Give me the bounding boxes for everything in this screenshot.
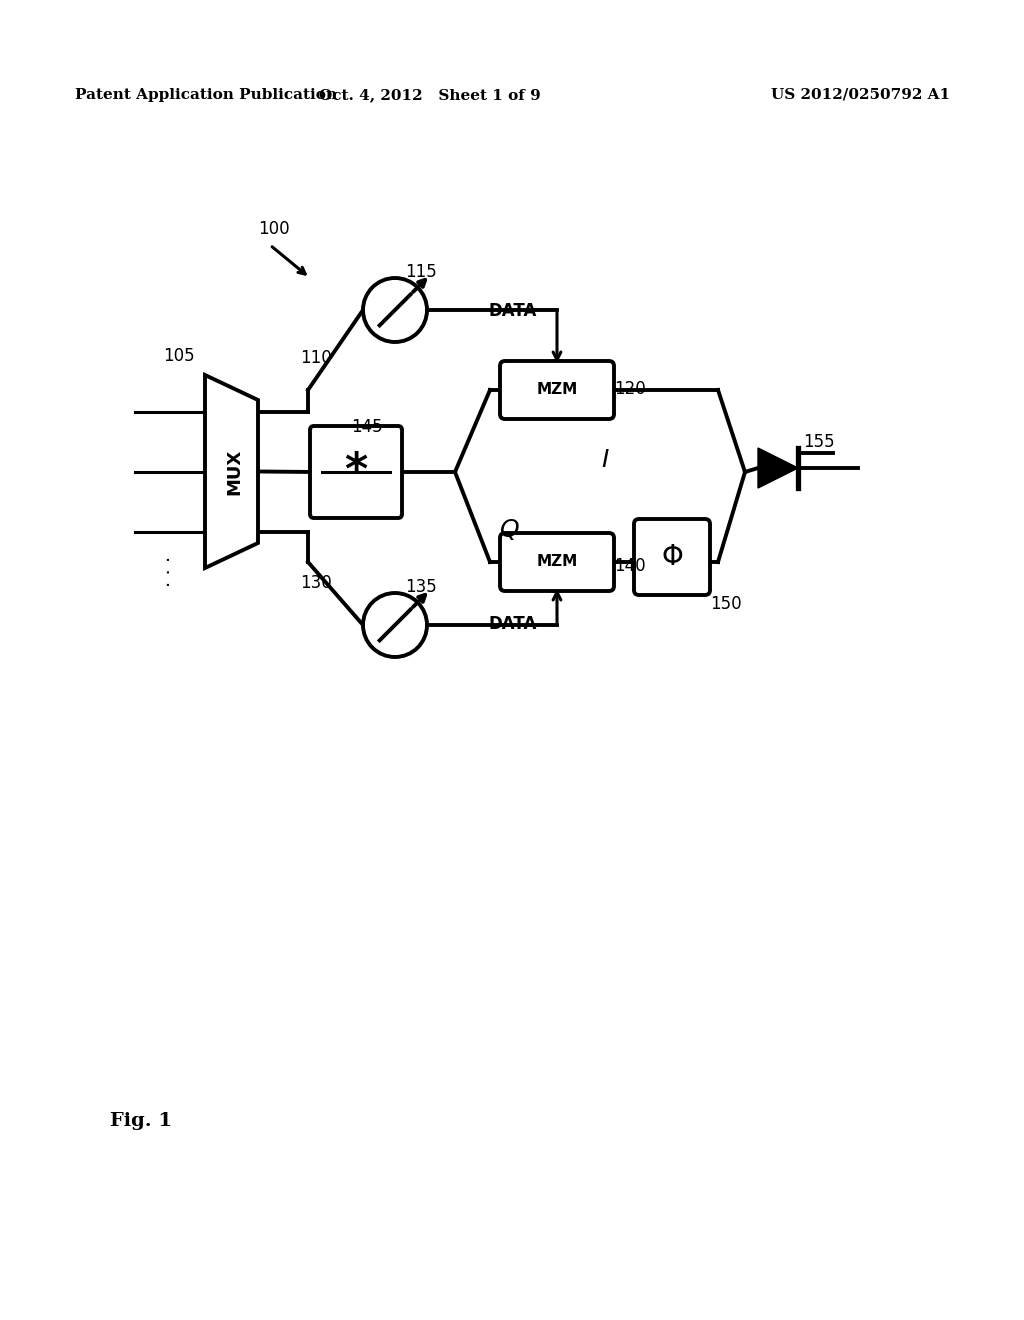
Text: Patent Application Publication: Patent Application Publication [75, 88, 337, 102]
Text: · · ·: · · · [161, 556, 179, 587]
Circle shape [362, 279, 427, 342]
Text: MUX: MUX [225, 449, 244, 495]
Text: Fig. 1: Fig. 1 [110, 1111, 172, 1130]
Text: 150: 150 [710, 595, 741, 612]
FancyBboxPatch shape [634, 519, 710, 595]
Text: 145: 145 [351, 418, 383, 436]
Text: 115: 115 [406, 263, 437, 281]
Text: 105: 105 [164, 347, 195, 366]
Text: 110: 110 [300, 348, 332, 367]
Text: US 2012/0250792 A1: US 2012/0250792 A1 [771, 88, 950, 102]
Text: 140: 140 [614, 557, 645, 576]
Text: *: * [344, 450, 368, 494]
Text: 155: 155 [803, 433, 835, 451]
Text: MZM: MZM [537, 554, 578, 569]
Text: 100: 100 [258, 220, 290, 238]
FancyBboxPatch shape [500, 360, 614, 418]
FancyBboxPatch shape [310, 426, 402, 517]
Text: Oct. 4, 2012   Sheet 1 of 9: Oct. 4, 2012 Sheet 1 of 9 [319, 88, 541, 102]
Text: DATA: DATA [488, 302, 537, 319]
Polygon shape [205, 375, 258, 568]
Text: I: I [601, 447, 608, 473]
Polygon shape [758, 447, 798, 488]
Text: DATA: DATA [488, 615, 537, 634]
Text: 130: 130 [300, 574, 332, 591]
Text: 135: 135 [406, 578, 437, 597]
Text: $\Phi$: $\Phi$ [660, 543, 683, 572]
Text: Q: Q [500, 517, 520, 543]
Circle shape [362, 593, 427, 657]
FancyBboxPatch shape [500, 533, 614, 591]
Text: MZM: MZM [537, 383, 578, 397]
Text: 120: 120 [614, 380, 646, 399]
